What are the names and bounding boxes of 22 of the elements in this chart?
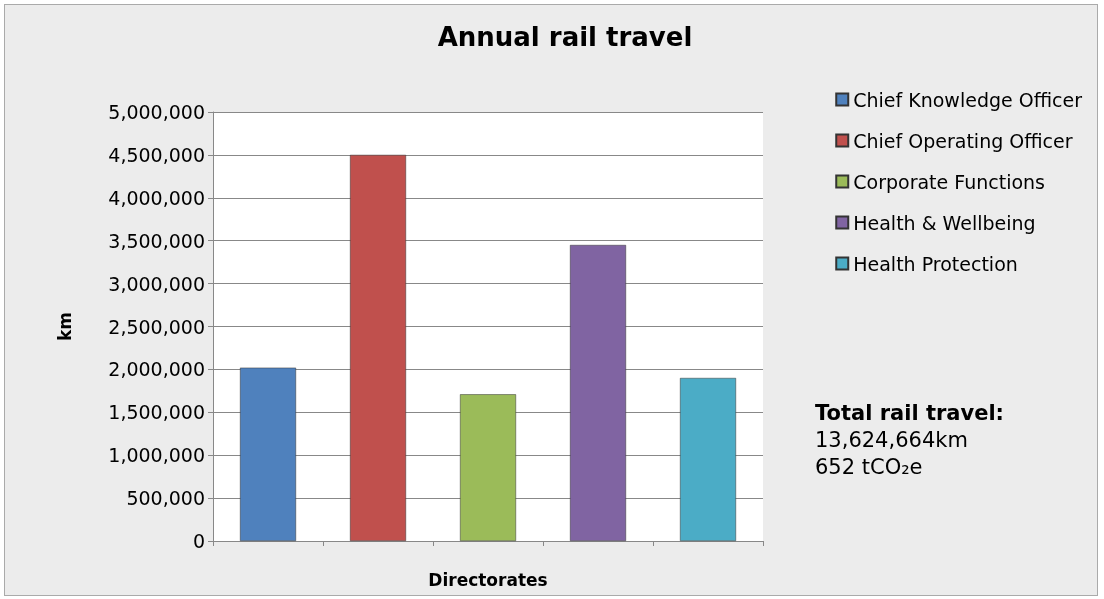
legend-label: Corporate Functions <box>853 170 1045 193</box>
x-axis-title: Directorates <box>428 569 548 590</box>
y-tick-label: 500,000 <box>126 487 205 510</box>
y-tick-label: 2,500,000 <box>108 315 205 338</box>
legend-label: Chief Knowledge Officer <box>853 88 1083 111</box>
legend-label: Health & Wellbeing <box>853 211 1036 234</box>
y-tick-label: 2,000,000 <box>108 358 205 381</box>
chart-title: Annual rail travel <box>437 22 693 52</box>
y-tick-label: 4,500,000 <box>108 143 205 166</box>
y-tick-label: 3,000,000 <box>108 272 205 295</box>
text: 652 tCO₂e <box>815 454 924 481</box>
legend-label: Chief Operating Officer <box>853 129 1073 152</box>
y-tick-label: 3,500,000 <box>108 229 205 252</box>
text: Total rail travel: <box>815 400 1005 427</box>
y-tick-label: 5,000,000 <box>108 101 205 123</box>
legend-label: Health Protection <box>853 252 1018 275</box>
y-tick-label: 1,000,000 <box>108 444 205 467</box>
y-tick-label: 1,500,000 <box>108 401 205 424</box>
y-axis-title: km <box>54 311 75 342</box>
y-tick-label: 4,000,000 <box>108 186 205 209</box>
y-tick-label: 0 <box>192 530 205 552</box>
text: 13,624,664km <box>815 427 969 454</box>
